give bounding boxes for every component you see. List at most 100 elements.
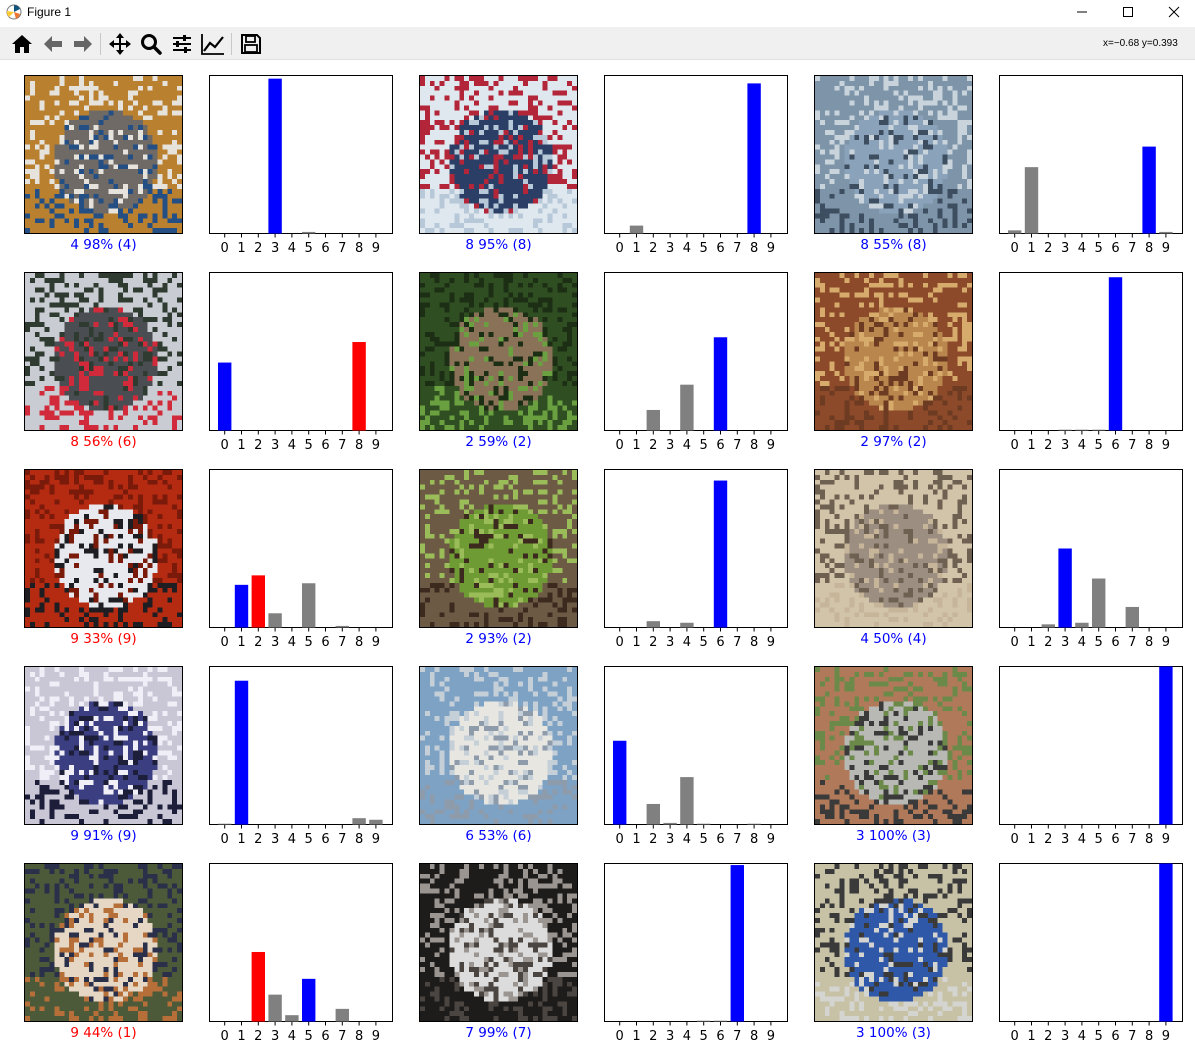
bar-class-3 <box>1058 548 1072 628</box>
edit-axis-button[interactable] <box>199 30 227 58</box>
bar-class-3 <box>268 994 282 1022</box>
bar-class-2 <box>1041 624 1055 628</box>
x-tick-label: 6 <box>716 832 724 847</box>
zoom-icon <box>141 34 162 55</box>
maximize-icon <box>1123 7 1133 17</box>
axes-frame <box>604 469 788 628</box>
x-tick-label: 5 <box>305 241 313 256</box>
x-tick-label: 0 <box>616 832 624 847</box>
x-tick-label: 1 <box>632 241 640 256</box>
pan-button[interactable] <box>106 30 134 58</box>
configure-subplots-button[interactable] <box>168 30 196 58</box>
prediction-caption: 6 53% (6) <box>465 828 532 844</box>
x-tick-label: 2 <box>1044 241 1052 256</box>
x-tick-label: 3 <box>271 241 279 256</box>
bar-class-8 <box>352 818 366 825</box>
x-tick-label: 6 <box>716 1029 724 1044</box>
x-tick-label: 7 <box>733 1029 741 1044</box>
x-tick-label: 0 <box>221 1029 229 1044</box>
bar-class-7 <box>335 625 349 628</box>
bar-class-8 <box>352 342 366 431</box>
bar-class-2 <box>646 803 660 825</box>
x-tick-label: 0 <box>221 241 229 256</box>
bar-class-8 <box>1142 146 1156 234</box>
bar-class-6 <box>713 1020 728 1022</box>
prediction-caption: 4 50% (4) <box>860 631 927 647</box>
home-button[interactable] <box>8 30 36 58</box>
x-tick-label: 0 <box>1011 635 1019 650</box>
x-tick-label: 1 <box>237 1029 245 1044</box>
bar-class-4 <box>680 622 694 628</box>
bar-class-4 <box>285 1015 299 1022</box>
pan-icon <box>109 33 131 55</box>
navigation-toolbar: x=−0.68 y=0.393 <box>0 27 1195 60</box>
x-tick-label: 9 <box>767 832 775 847</box>
x-tick-label: 8 <box>355 438 363 453</box>
x-tick-label: 2 <box>254 241 262 256</box>
prediction-caption: 2 59% (2) <box>465 434 532 450</box>
x-tick-label: 7 <box>338 832 346 847</box>
minimize-button[interactable] <box>1059 0 1105 24</box>
x-tick-label: 0 <box>616 1029 624 1044</box>
prediction-caption: 7 99% (7) <box>465 1025 532 1041</box>
x-tick-label: 0 <box>1011 832 1019 847</box>
bar-class-3 <box>1058 429 1072 431</box>
sample-image-horse <box>419 863 578 1022</box>
x-tick-label: 5 <box>305 832 313 847</box>
x-tick-label: 8 <box>355 1029 363 1044</box>
bar-class-0 <box>613 740 627 825</box>
x-tick-label: 6 <box>321 635 329 650</box>
x-tick-label: 0 <box>616 635 624 650</box>
sample-image-ship <box>419 75 578 234</box>
maximize-button[interactable] <box>1105 0 1151 24</box>
sample-image-ship2 <box>814 75 973 234</box>
zoom-button[interactable] <box>137 30 165 58</box>
x-tick-label: 4 <box>683 438 691 453</box>
cursor-coordinates: x=−0.68 y=0.393 <box>1103 38 1178 49</box>
x-tick-label: 8 <box>1145 438 1153 453</box>
home-icon <box>12 35 32 53</box>
back-button[interactable] <box>39 30 67 58</box>
x-tick-label: 2 <box>1044 635 1052 650</box>
x-tick-label: 6 <box>716 241 724 256</box>
save-button[interactable] <box>237 30 265 58</box>
x-tick-label: 4 <box>1078 832 1086 847</box>
axes-frame <box>604 666 788 825</box>
bar-class-2 <box>251 951 265 1022</box>
x-tick-label: 8 <box>750 635 758 650</box>
sample-image-cat2 <box>814 469 973 628</box>
figure-canvas[interactable]: 4 98% (4) 0 1 2 3 4 5 6 7 8 9 8 95% (8) 0 1 2 3 4 5 6 7 8 9 8 … <box>0 61 1195 1060</box>
x-tick-label: 8 <box>1145 635 1153 650</box>
sample-image-airplane <box>419 666 578 825</box>
x-tick-label: 5 <box>305 438 313 453</box>
x-tick-label: 0 <box>616 438 624 453</box>
sample-image-cat <box>24 75 183 234</box>
x-tick-label: 8 <box>750 832 758 847</box>
title-bar: Figure 1 <box>0 0 1195 26</box>
x-tick-label: 1 <box>1027 635 1035 650</box>
x-tick-label: 8 <box>750 438 758 453</box>
toolbar-separator <box>100 33 101 55</box>
x-tick-label: 9 <box>372 1029 380 1044</box>
x-tick-label: 3 <box>666 635 674 650</box>
x-tick-label: 0 <box>1011 241 1019 256</box>
x-tick-label: 1 <box>237 438 245 453</box>
x-tick-label: 5 <box>700 832 708 847</box>
x-tick-label: 1 <box>1027 241 1035 256</box>
x-tick-label: 7 <box>1128 635 1136 650</box>
x-tick-label: 2 <box>254 635 262 650</box>
bar-class-0 <box>218 823 232 825</box>
sample-image-frog2 <box>814 272 973 431</box>
close-button[interactable] <box>1151 0 1195 24</box>
x-tick-label: 1 <box>632 832 640 847</box>
x-tick-label: 4 <box>288 241 296 256</box>
x-tick-label: 7 <box>733 241 741 256</box>
forward-button[interactable] <box>69 30 97 58</box>
bar-class-9 <box>1159 666 1173 825</box>
x-tick-label: 5 <box>1095 1029 1103 1044</box>
